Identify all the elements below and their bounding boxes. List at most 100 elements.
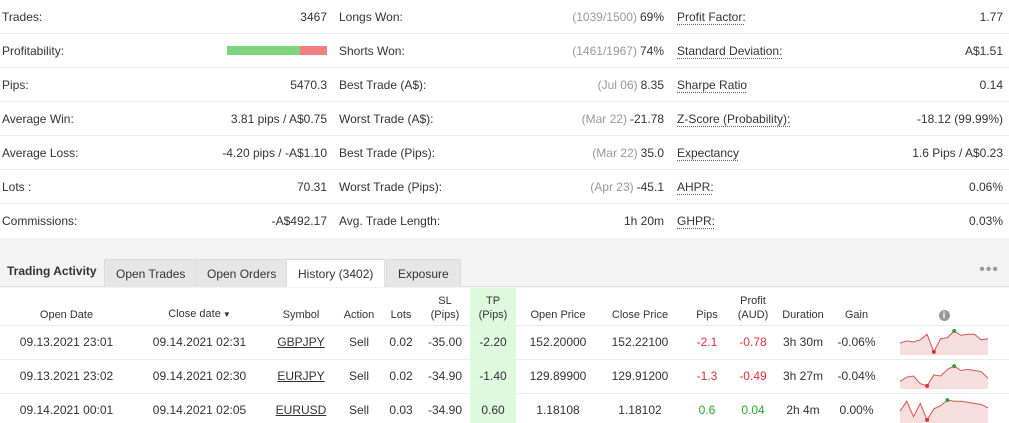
stat-label[interactable]: Sharpe Ratio <box>677 78 748 92</box>
cell-open-date: 09.13.2021 23:01 <box>0 324 133 359</box>
stat-main: 69% <box>639 10 664 24</box>
sparkline-line <box>900 365 988 387</box>
cell-open-date: 09.14.2021 00:01 <box>0 392 133 423</box>
header-lots[interactable]: Lots <box>390 308 412 321</box>
sort-desc-icon: ▼ <box>222 309 231 319</box>
stat-value: (1039/1500) 69% <box>572 0 664 34</box>
sparkline-area <box>900 331 988 355</box>
stat-worst-trade-aud: Worst Trade (A$): (Mar 22) -21.78 <box>330 102 670 136</box>
header-sl[interactable]: SL (Pips) <box>420 288 470 325</box>
stat-label: Best Trade (Pips): <box>339 146 436 160</box>
cell-action: Sell <box>336 358 382 393</box>
cell-sparkline <box>879 358 1009 393</box>
stat-profit-factor[interactable]: Profit Factor: 1.77 <box>670 0 1009 34</box>
header-open-date[interactable]: Open Date <box>39 308 94 321</box>
stat-ahpr[interactable]: AHPR: 0.06% <box>670 170 1009 204</box>
header-duration[interactable]: Duration <box>782 308 824 321</box>
header-action[interactable]: Action <box>343 308 375 321</box>
stat-sub: (Mar 22) <box>581 112 627 126</box>
stat-value: 1h 20m <box>623 214 664 228</box>
stat-z-score[interactable]: Z-Score (Probability): -18.12 (99.99%) <box>670 102 1009 136</box>
sparkline-min-point <box>931 349 936 354</box>
stat-label[interactable]: Standard Deviation: <box>677 44 783 58</box>
cell-open-price: 152.20000 <box>516 324 600 359</box>
cell-close-price: 152.22100 <box>600 324 680 359</box>
stat-value: 3467 <box>300 10 327 24</box>
header-close-price[interactable]: Close Price <box>611 308 669 321</box>
cell-gain: -0.04% <box>834 358 879 393</box>
header-close-date-label: Close date <box>168 307 221 320</box>
stat-value: 5470.3 <box>290 78 327 92</box>
cell-pips: -1.3 <box>680 358 734 393</box>
stat-shorts-won: Shorts Won: (1461/1967) 74% <box>330 34 670 68</box>
stat-label[interactable]: Expectancy <box>677 146 740 160</box>
stat-label[interactable]: Z-Score (Probability): <box>677 112 791 126</box>
stat-value: (Mar 22) -21.78 <box>582 102 664 136</box>
stats-column-2: Longs Won: (1039/1500) 69% Shorts Won: (1… <box>330 0 670 238</box>
cell-action: Sell <box>336 392 382 423</box>
tab-history[interactable]: History (3402) <box>286 259 386 287</box>
cell-profit: -0.78 <box>734 324 772 359</box>
cell-duration: 2h 4m <box>772 392 834 423</box>
gain-sparkline <box>900 398 988 423</box>
stat-ghpr[interactable]: GHPR: 0.03% <box>670 204 1009 238</box>
stat-value: 3.81 pips / A$0.75 <box>230 112 327 126</box>
cell-open-price: 129.89900 <box>516 358 600 393</box>
cell-symbol[interactable]: GBPJPY <box>266 324 336 359</box>
more-options-icon[interactable]: ••• <box>979 261 999 278</box>
cell-duration: 3h 30m <box>772 324 834 359</box>
table-row[interactable]: 09.14.2021 00:01 09.14.2021 02:05 EURUSD Se… <box>0 392 1009 423</box>
header-pips[interactable]: Pips <box>696 308 718 321</box>
history-table-container: Open Date Close date ▼ Symbol Action Lots… <box>0 288 1009 423</box>
cell-lots: 0.02 <box>382 358 420 393</box>
header-gain[interactable]: Gain <box>844 308 869 321</box>
sparkline-max-point <box>952 329 957 333</box>
stat-value: 0.14 <box>979 78 1003 92</box>
table-row[interactable]: 09.13.2021 23:01 09.14.2021 02:31 GBPJPY Se… <box>0 324 1009 359</box>
stat-label: Commissions: <box>2 214 78 228</box>
cell-action: Sell <box>336 324 382 359</box>
cell-symbol[interactable]: EURUSD <box>266 392 336 423</box>
stat-label[interactable]: AHPR: <box>677 180 714 194</box>
info-icon[interactable]: i <box>938 309 950 321</box>
cell-close-date: 09.14.2021 02:31 <box>133 324 266 359</box>
stat-label: Average Loss: <box>2 146 79 160</box>
tab-open-trades[interactable]: Open Trades <box>104 259 198 287</box>
stat-worst-trade-pips: Worst Trade (Pips): (Apr 23) -45.1 <box>330 170 670 204</box>
stat-label[interactable]: Profit Factor: <box>677 10 746 24</box>
cell-sl: -35.00 <box>420 324 470 359</box>
cell-tp: -2.20 <box>470 324 516 359</box>
sparkline-area <box>900 400 988 423</box>
stat-expectancy[interactable]: Expectancy 1.6 Pips / A$0.23 <box>670 136 1009 170</box>
tab-open-orders[interactable]: Open Orders <box>195 259 289 287</box>
stat-pips: Pips: 5470.3 <box>0 68 330 102</box>
stat-lots: Lots : 70.31 <box>0 170 330 204</box>
header-tp-line2: (Pips) <box>478 308 508 321</box>
stat-label: Best Trade (A$): <box>339 78 427 92</box>
header-profit[interactable]: Profit (AUD) <box>734 288 772 325</box>
tab-exposure[interactable]: Exposure <box>386 259 461 287</box>
stat-sub: (Mar 22) <box>592 146 638 160</box>
stat-sub: (1039/1500) <box>572 10 637 24</box>
header-open-price[interactable]: Open Price <box>530 308 586 321</box>
stat-value: (Mar 22) 35.0 <box>592 136 664 170</box>
header-profit-line1: Profit <box>740 294 766 307</box>
stat-avg-trade-length: Avg. Trade Length: 1h 20m <box>330 204 670 238</box>
table-row[interactable]: 09.13.2021 23:02 09.14.2021 02:30 EURJPY Se… <box>0 358 1009 393</box>
stat-sharpe-ratio[interactable]: Sharpe Ratio 0.14 <box>670 68 1009 102</box>
stat-label: Worst Trade (Pips): <box>339 180 443 194</box>
stats-column-3: Profit Factor: 1.77 Standard Deviation: … <box>670 0 1009 238</box>
header-tp[interactable]: TP (Pips) <box>470 288 516 325</box>
profitability-bar <box>227 46 327 55</box>
stat-label: Pips: <box>2 78 29 92</box>
header-symbol[interactable]: Symbol <box>282 308 320 321</box>
stat-value: (Apr 23) -45.1 <box>590 170 664 204</box>
stat-label[interactable]: GHPR: <box>677 214 716 228</box>
header-profit-line2: (AUD) <box>737 308 769 321</box>
activity-tabbar: Trading Activity Open Trades Open Orders… <box>0 255 1009 287</box>
stat-standard-deviation[interactable]: Standard Deviation: A$1.51 <box>670 34 1009 68</box>
stat-value: 0.03% <box>968 214 1003 228</box>
cell-symbol[interactable]: EURJPY <box>266 358 336 393</box>
stat-label: Lots : <box>2 180 32 194</box>
header-close-date[interactable]: Close date ▼ <box>133 288 266 325</box>
